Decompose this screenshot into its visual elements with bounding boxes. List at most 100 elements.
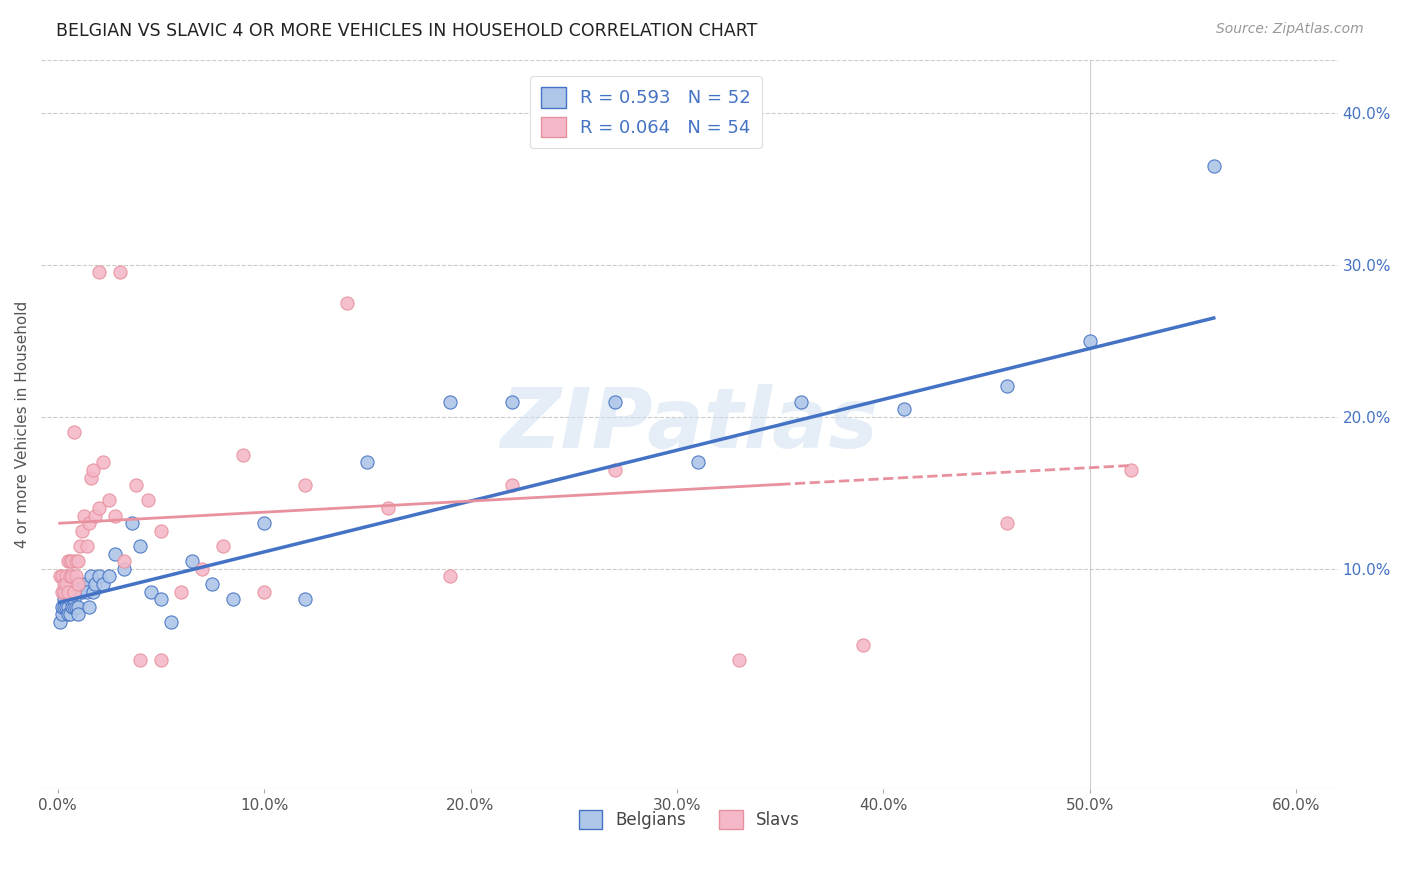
- Text: Source: ZipAtlas.com: Source: ZipAtlas.com: [1216, 22, 1364, 37]
- Point: [356, 455, 378, 469]
- Point: [603, 463, 626, 477]
- Point: [69, 539, 91, 553]
- Point: [56, 554, 79, 568]
- Point: [1121, 463, 1143, 477]
- Point: [48, 569, 70, 583]
- Point: [91, 455, 114, 469]
- Point: [60, 554, 83, 568]
- Point: [52, 584, 75, 599]
- Point: [55, 569, 77, 583]
- Point: [211, 539, 233, 553]
- Point: [852, 638, 875, 652]
- Point: [180, 554, 202, 568]
- Point: [439, 569, 461, 583]
- Point: [48, 615, 70, 629]
- Point: [82, 584, 104, 599]
- Point: [501, 394, 523, 409]
- Point: [129, 539, 152, 553]
- Point: [51, 599, 73, 614]
- Point: [253, 584, 276, 599]
- Point: [98, 569, 121, 583]
- Point: [294, 592, 316, 607]
- Point: [222, 592, 245, 607]
- Point: [1202, 159, 1225, 173]
- Point: [65, 569, 87, 583]
- Point: [1078, 334, 1101, 348]
- Point: [108, 265, 131, 279]
- Point: [149, 653, 172, 667]
- Point: [67, 599, 90, 614]
- Point: [501, 478, 523, 492]
- Point: [253, 516, 276, 531]
- Point: [728, 653, 751, 667]
- Text: ZIPatlas: ZIPatlas: [501, 384, 879, 465]
- Point: [104, 508, 127, 523]
- Point: [72, 584, 94, 599]
- Point: [112, 554, 135, 568]
- Point: [294, 478, 316, 492]
- Point: [603, 394, 626, 409]
- Point: [60, 569, 83, 583]
- Point: [77, 599, 100, 614]
- Point: [232, 448, 254, 462]
- Point: [65, 584, 87, 599]
- Point: [377, 501, 399, 516]
- Point: [77, 516, 100, 531]
- Point: [129, 653, 152, 667]
- Point: [79, 569, 101, 583]
- Legend: Belgians, Slavs: Belgians, Slavs: [572, 803, 807, 836]
- Point: [65, 599, 87, 614]
- Point: [76, 584, 98, 599]
- Point: [55, 584, 77, 599]
- Point: [995, 379, 1018, 393]
- Point: [112, 562, 135, 576]
- Point: [87, 569, 110, 583]
- Point: [56, 607, 79, 622]
- Point: [125, 478, 148, 492]
- Point: [51, 569, 73, 583]
- Point: [52, 599, 75, 614]
- Point: [51, 607, 73, 622]
- Point: [76, 539, 98, 553]
- Point: [139, 584, 162, 599]
- Point: [56, 599, 79, 614]
- Point: [170, 584, 193, 599]
- Point: [98, 493, 121, 508]
- Y-axis label: 4 or more Vehicles in Household: 4 or more Vehicles in Household: [15, 301, 30, 548]
- Point: [191, 562, 214, 576]
- Point: [52, 592, 75, 607]
- Point: [59, 554, 82, 568]
- Point: [91, 577, 114, 591]
- Point: [51, 584, 73, 599]
- Point: [59, 607, 82, 622]
- Point: [67, 607, 90, 622]
- Point: [83, 577, 105, 591]
- Point: [69, 577, 91, 591]
- Point: [87, 501, 110, 516]
- Point: [83, 508, 105, 523]
- Point: [60, 584, 83, 599]
- Point: [149, 592, 172, 607]
- Point: [59, 592, 82, 607]
- Point: [87, 265, 110, 279]
- Point: [336, 295, 359, 310]
- Point: [121, 516, 143, 531]
- Point: [73, 508, 96, 523]
- Point: [790, 394, 813, 409]
- Point: [439, 394, 461, 409]
- Point: [63, 599, 86, 614]
- Point: [160, 615, 183, 629]
- Point: [149, 524, 172, 538]
- Point: [63, 425, 86, 439]
- Point: [79, 470, 101, 484]
- Point: [60, 599, 83, 614]
- Point: [686, 455, 709, 469]
- Point: [56, 584, 79, 599]
- Point: [73, 577, 96, 591]
- Point: [55, 599, 77, 614]
- Point: [82, 463, 104, 477]
- Point: [138, 493, 160, 508]
- Point: [893, 402, 915, 417]
- Point: [59, 569, 82, 583]
- Point: [72, 524, 94, 538]
